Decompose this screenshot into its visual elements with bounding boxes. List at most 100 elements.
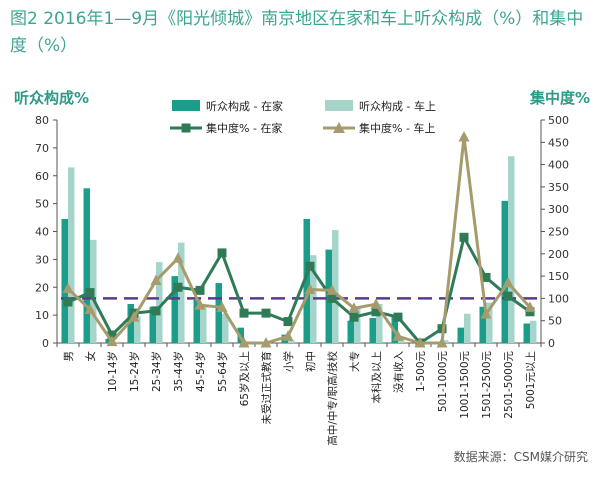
bar-car-share (354, 306, 361, 343)
bar-car-share (464, 313, 471, 343)
bar-car-share (222, 313, 229, 343)
bar-home-share (501, 200, 508, 343)
bar-home-share (193, 299, 200, 343)
point-car-concentration (84, 303, 96, 315)
right-tick-label: 200 (548, 248, 569, 261)
bar-car-share (486, 302, 493, 343)
point-car-concentration (194, 299, 206, 310)
point-home-concentration (217, 248, 227, 258)
bar-car-share (376, 303, 383, 343)
left-tick-label: 50 (35, 198, 49, 211)
point-car-concentration (238, 337, 250, 348)
bar-home-share (61, 218, 68, 343)
left-tick-label: 0 (42, 337, 49, 350)
category-label: 小学 (282, 351, 295, 372)
category-label: 初中 (304, 351, 317, 372)
left-tick-label: 70 (35, 142, 49, 155)
point-home-concentration (503, 291, 513, 301)
point-car-concentration (414, 337, 426, 348)
category-label: 男 (63, 351, 75, 362)
category-label: 1501-2500元 (481, 351, 493, 419)
left-tick-label: 10 (35, 309, 49, 322)
category-labels: 男女 10-14岁 15-24岁 25-34岁 35-44岁 45-54岁 55-64岁 65… (63, 351, 537, 446)
chart-legend: 听众构成 - 在家 听众构成 - 车上 集中度% - 在家 集中度% - 车上 (170, 99, 436, 135)
left-tick-label: 20 (35, 281, 49, 294)
right-tick-label: 250 (548, 226, 569, 239)
bar-home-share (457, 327, 464, 343)
chart-bars (61, 156, 537, 343)
bar-car-share (178, 242, 185, 343)
point-car-concentration (436, 337, 448, 348)
point-car-concentration (62, 282, 74, 294)
point-car-concentration (106, 335, 118, 347)
category-label: 15-24岁 (128, 351, 141, 392)
left-tick-label: 60 (35, 170, 49, 183)
point-home-concentration (107, 330, 117, 340)
point-car-concentration (326, 284, 338, 295)
right-tick-label: 100 (548, 292, 569, 305)
point-home-concentration (151, 306, 161, 316)
right-tick-label: 350 (548, 181, 569, 194)
point-home-concentration (371, 307, 381, 317)
bar-home-share (83, 188, 90, 343)
left-tick-label: 30 (35, 253, 49, 266)
right-tick-label: 150 (548, 270, 569, 283)
category-label: 35-44岁 (172, 351, 185, 392)
bar-car-share (530, 320, 537, 343)
bar-home-share (149, 306, 156, 343)
legend-marker-car-concentration (333, 122, 345, 133)
category-label: 高中/中专/职高/技校 (326, 351, 339, 446)
point-car-concentration (348, 302, 360, 313)
data-source: 数据来源：CSM媒介研究 (453, 450, 588, 464)
right-tick-label: 400 (548, 159, 569, 172)
line-home-concentration (67, 235, 531, 345)
category-label: 2501-5000元 (503, 351, 515, 419)
bar-car-share (68, 167, 75, 343)
point-home-concentration (349, 312, 359, 322)
point-home-concentration (305, 261, 315, 271)
point-car-concentration (458, 130, 470, 142)
legend-label-home-concentration: 集中度% - 在家 (206, 121, 282, 135)
point-home-concentration (283, 317, 293, 327)
bar-car-share (156, 262, 163, 343)
point-car-concentration (172, 252, 184, 263)
legend-marker-home-concentration (181, 123, 191, 133)
bar-home-share (303, 218, 310, 343)
right-tick-label: 50 (548, 315, 562, 328)
category-label: 大专 (348, 351, 361, 372)
point-car-concentration (216, 301, 228, 312)
point-car-concentration (370, 298, 382, 309)
bar-car-share (200, 305, 207, 343)
category-label: 10-14岁 (106, 351, 119, 392)
category-label: 没有收入 (392, 351, 405, 393)
left-tick-label: 80 (35, 114, 49, 127)
point-car-concentration (128, 311, 140, 322)
category-label: 45-54岁 (194, 351, 207, 392)
chart-title: 图2 2016年1—9月《阳光倾城》南京地区在家和车上听众构成（%）和集中度（%… (10, 9, 584, 56)
point-car-concentration (480, 308, 492, 319)
bar-home-share (127, 303, 134, 343)
point-home-concentration (173, 282, 183, 292)
line-car-concentration (66, 135, 532, 345)
legend-swatch-car-share (325, 100, 353, 111)
point-home-concentration (195, 285, 205, 295)
bar-home-share (215, 283, 222, 343)
right-tick-label: 0 (548, 337, 555, 350)
bar-home-share (479, 306, 486, 343)
point-car-concentration (150, 274, 162, 286)
point-home-concentration (393, 312, 403, 322)
category-label: 1-500元 (415, 351, 427, 393)
bar-home-share (105, 338, 112, 343)
bar-home-share (523, 323, 530, 343)
point-car-concentration (502, 276, 514, 288)
point-home-concentration (459, 232, 469, 242)
point-home-concentration (261, 308, 271, 318)
right-tick-label: 450 (548, 136, 569, 149)
point-car-concentration (260, 337, 272, 348)
point-home-concentration (327, 293, 337, 303)
legend-label-home-share: 听众构成 - 在家 (206, 99, 283, 113)
category-label: 65岁及以上 (238, 351, 251, 406)
category-label: 本科及以上 (370, 351, 383, 404)
legend-label-car-concentration: 集中度% - 车上 (359, 121, 435, 135)
